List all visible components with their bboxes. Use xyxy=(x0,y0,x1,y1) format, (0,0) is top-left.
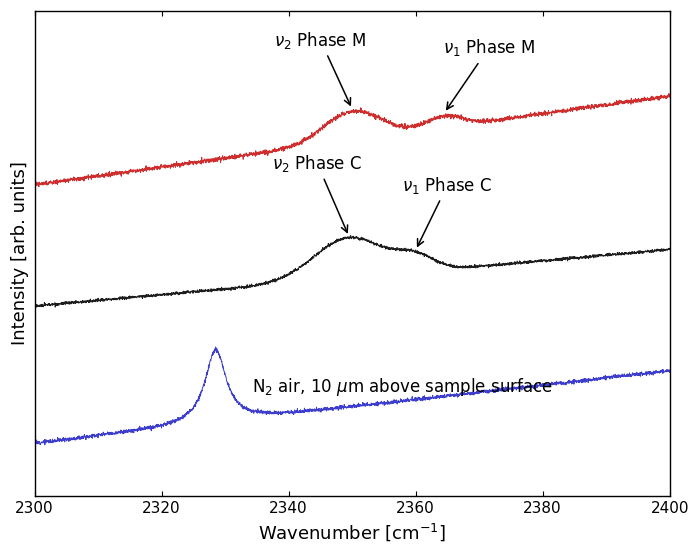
Text: $\nu_2$ Phase M: $\nu_2$ Phase M xyxy=(274,29,367,105)
Text: $\nu_2$ Phase C: $\nu_2$ Phase C xyxy=(272,153,362,232)
Y-axis label: Intensity [arb. units]: Intensity [arb. units] xyxy=(11,162,29,345)
Text: N$_2$ air, 10 $\mu$m above sample surface: N$_2$ air, 10 $\mu$m above sample surfac… xyxy=(253,376,554,398)
Text: $\nu_1$ Phase M: $\nu_1$ Phase M xyxy=(442,38,535,109)
X-axis label: Wavenumber [cm$^{-1}$]: Wavenumber [cm$^{-1}$] xyxy=(258,521,446,543)
Text: $\nu_1$ Phase C: $\nu_1$ Phase C xyxy=(402,175,492,246)
